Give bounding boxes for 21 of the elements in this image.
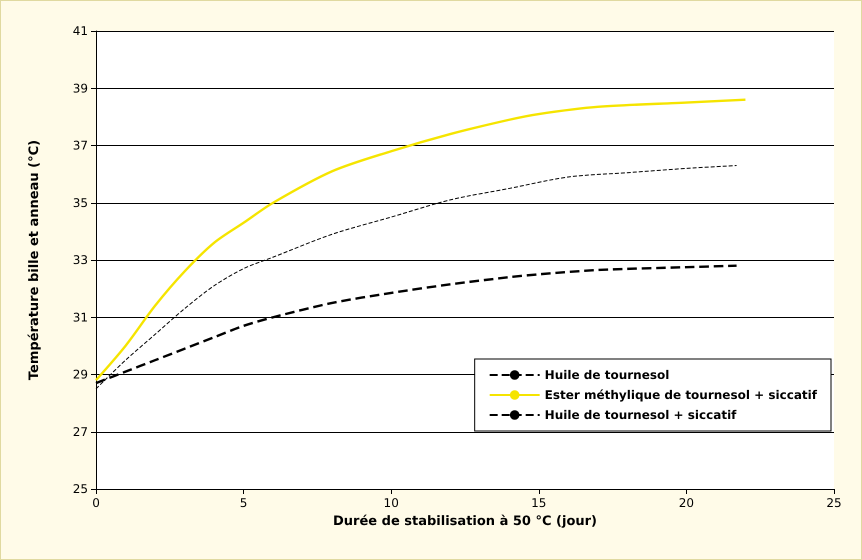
y-tick-label: 25 (72, 482, 88, 496)
line-series (94, 98, 747, 382)
x-axis-title: Durée de stabilisation à 50 °C (jour) (333, 514, 597, 529)
y-tick-label: 27 (72, 424, 88, 439)
legend-label: Huile de tournesol (544, 368, 670, 382)
legend-label: Ester méthylique de tournesol + siccatif (544, 388, 818, 402)
y-axis-title: Température bille et anneau (°C) (27, 140, 42, 380)
x-tick-label: 10 (384, 496, 399, 510)
y-tick-label: 31 (72, 310, 88, 324)
y-tick-label: 41 (72, 24, 88, 38)
x-tick-label: 25 (826, 496, 842, 510)
x-tick-label: 20 (678, 496, 694, 510)
y-tick-label: 35 (72, 196, 88, 210)
y-tick-label: 29 (72, 368, 88, 382)
x-tick-label: 5 (240, 496, 248, 510)
legend-label: Huile de tournesol + siccatif (544, 408, 738, 422)
y-tick-label: 37 (72, 138, 88, 152)
x-tick-label: 15 (531, 496, 546, 510)
y-tick-label: 39 (72, 81, 88, 96)
y-tick-label: 33 (72, 253, 88, 267)
x-tick-label: 0 (92, 496, 100, 510)
